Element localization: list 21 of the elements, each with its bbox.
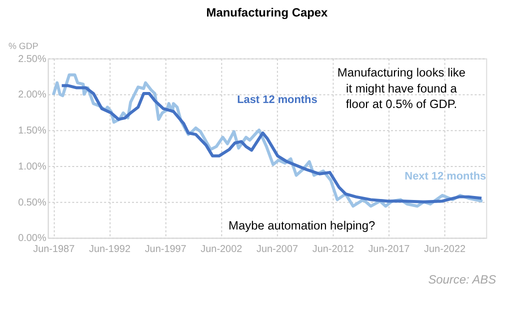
source-note: Source: ABS: [428, 272, 496, 287]
x-tick-label: Jun-1992: [88, 244, 131, 256]
x-tick-label: Jun-2012: [312, 244, 354, 256]
y-tick-label: 0.00%: [18, 233, 46, 244]
text: Last 12 months: [237, 94, 318, 106]
y-tick-label: 2.00%: [18, 90, 46, 101]
x-tick-label: Jun-2007: [256, 244, 298, 256]
y-axis-title: % GDP: [8, 40, 38, 51]
y-tick-label: 1.00%: [18, 161, 46, 172]
series-label: Next 12 months: [404, 170, 486, 183]
y-tick-label: 0.50%: [18, 197, 46, 208]
y-tick-label: 1.50%: [18, 126, 46, 137]
chart-title: Manufacturing Capex: [206, 6, 328, 20]
x-tick-label: Jun-1997: [144, 244, 187, 256]
y-tick-label: 2.50%: [18, 54, 46, 65]
annotation: Manufacturing looks like it might have found a floor at 0.5% of GDP.: [337, 65, 466, 112]
x-tick-label: Jun-2022: [424, 244, 466, 256]
x-tick-label: Jun-2002: [200, 244, 243, 256]
x-tick-label: Jun-2017: [368, 244, 410, 256]
x-tick-label: Jun-1987: [33, 244, 76, 256]
annotation: Maybe automation helping?: [228, 218, 376, 233]
